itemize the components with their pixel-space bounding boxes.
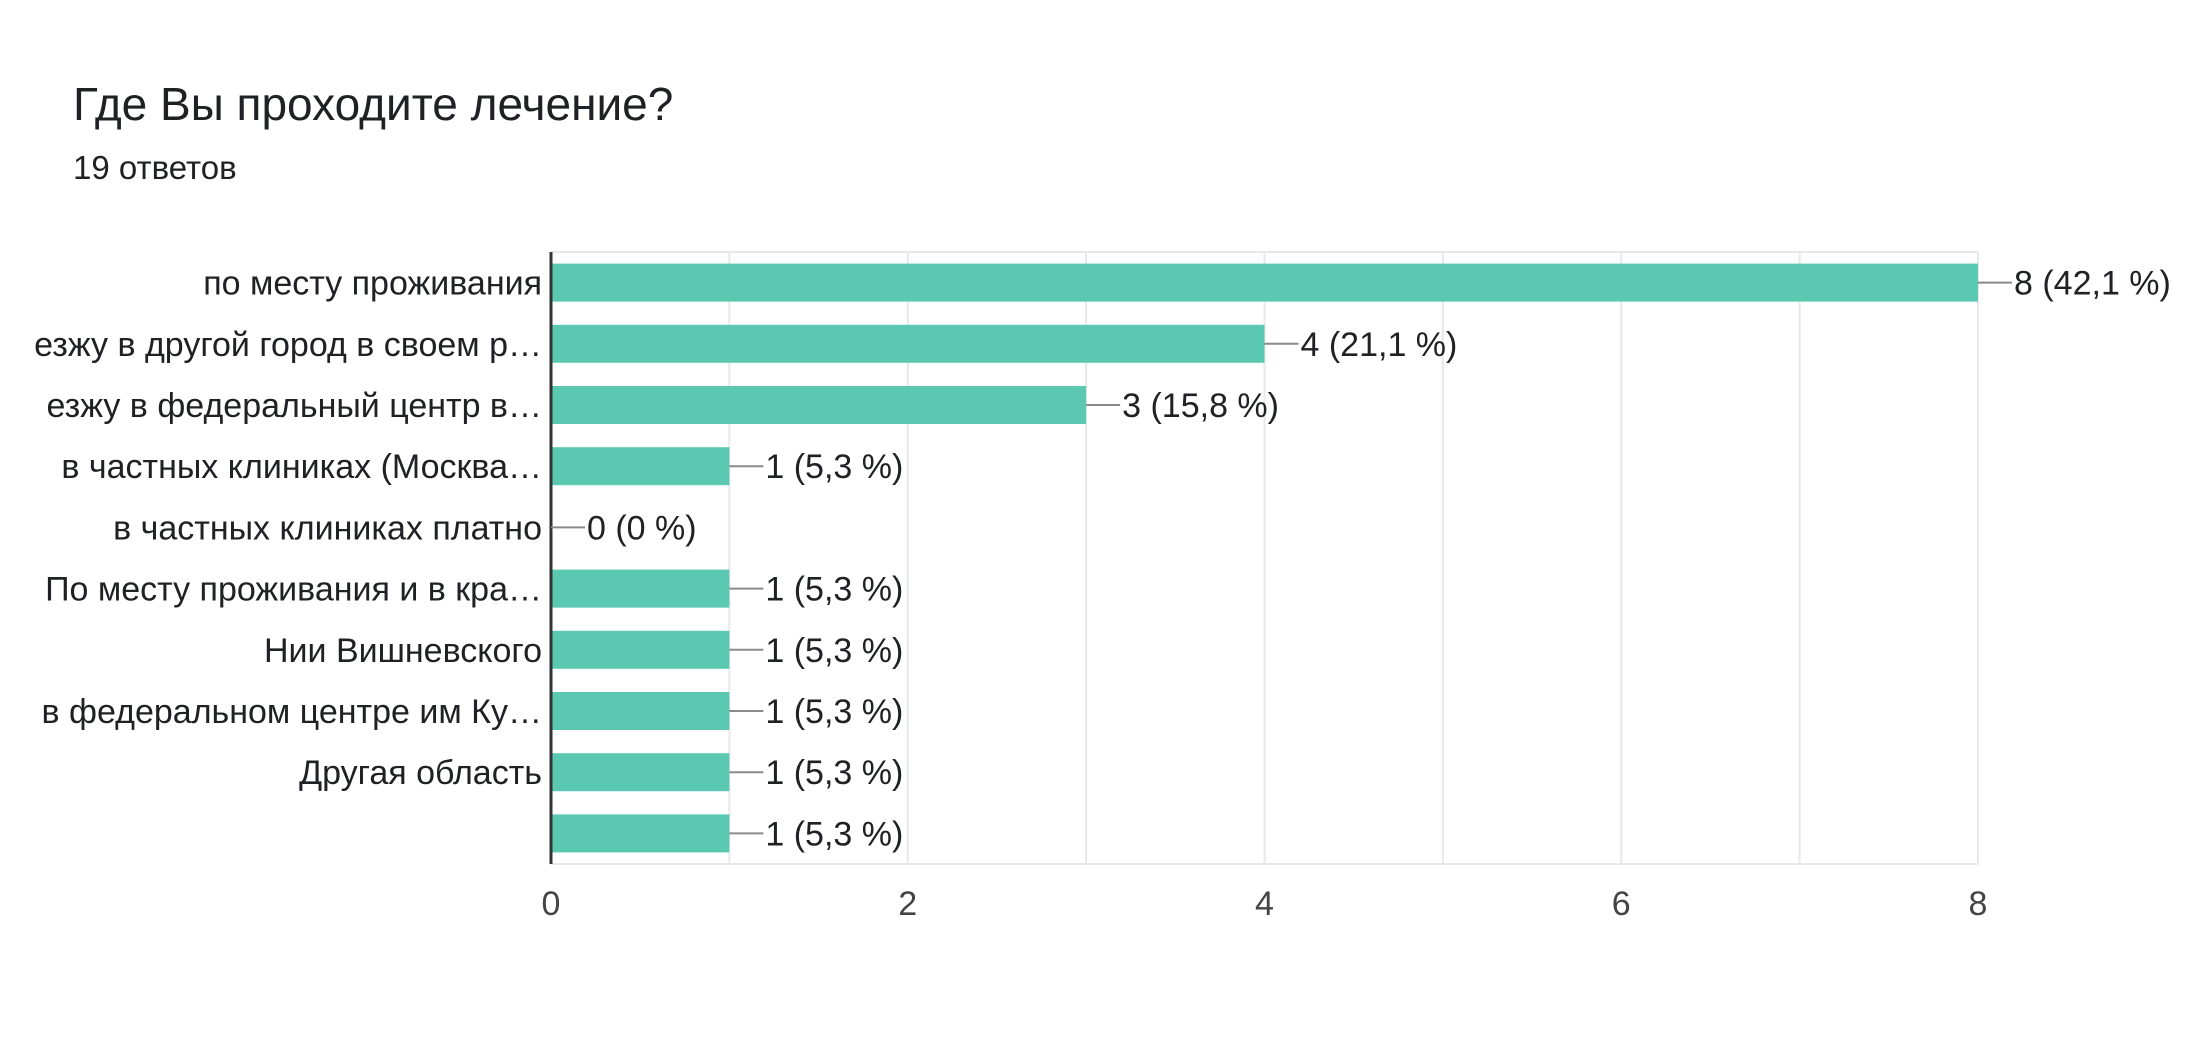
bar xyxy=(551,814,730,853)
x-tick-label: 2 xyxy=(898,885,917,923)
bar xyxy=(551,447,730,486)
x-tick-label: 6 xyxy=(1612,885,1631,923)
category-label: Другая область xyxy=(299,754,542,792)
bar xyxy=(551,324,1265,363)
bar xyxy=(551,753,730,792)
data-label: 1 (5,3 %) xyxy=(765,693,903,731)
bar xyxy=(551,386,1087,424)
data-label: 1 (5,3 %) xyxy=(765,815,903,853)
bar xyxy=(551,630,730,669)
x-tick-label: 0 xyxy=(542,885,561,923)
data-label: 3 (15,8 %) xyxy=(1122,387,1279,425)
data-label: 1 (5,3 %) xyxy=(765,632,903,670)
axes: 0 2 4 6 8 xyxy=(542,252,1988,923)
category-label: в частных клиниках платно xyxy=(113,509,542,547)
grid-lines xyxy=(551,251,1979,865)
data-label: 1 (5,3 %) xyxy=(765,571,903,609)
category-label: в частных клиниках (Москва… xyxy=(61,448,542,486)
category-label: Нии Вишневского xyxy=(264,632,542,670)
x-tick-label: 4 xyxy=(1255,885,1274,923)
response-count: 19 ответов xyxy=(73,149,237,186)
category-label: По месту проживания и в кра… xyxy=(45,571,542,609)
category-label: езжу в федеральный центр в… xyxy=(46,387,542,425)
data-label: 1 (5,3 %) xyxy=(765,448,903,486)
category-label: езжу в другой город в своем р… xyxy=(34,326,542,364)
bars xyxy=(551,263,1978,853)
bar xyxy=(551,569,730,608)
data-label: 8 (42,1 %) xyxy=(2014,265,2171,303)
bar xyxy=(551,692,730,730)
data-label: 1 (5,3 %) xyxy=(765,754,903,792)
labels: 8 (42,1 %) по месту проживания 4 (21,1 %) е… xyxy=(34,265,2171,854)
chart-title: Где Вы проходите лечение? xyxy=(73,78,674,130)
category-label: по месту проживания xyxy=(203,265,542,303)
data-label: 4 (21,1 %) xyxy=(1301,326,1458,364)
bar xyxy=(551,263,1978,302)
x-tick-label: 8 xyxy=(1969,885,1988,923)
category-label: в федеральном центре им Ку… xyxy=(41,693,542,731)
data-label: 0 (0 %) xyxy=(587,509,697,547)
